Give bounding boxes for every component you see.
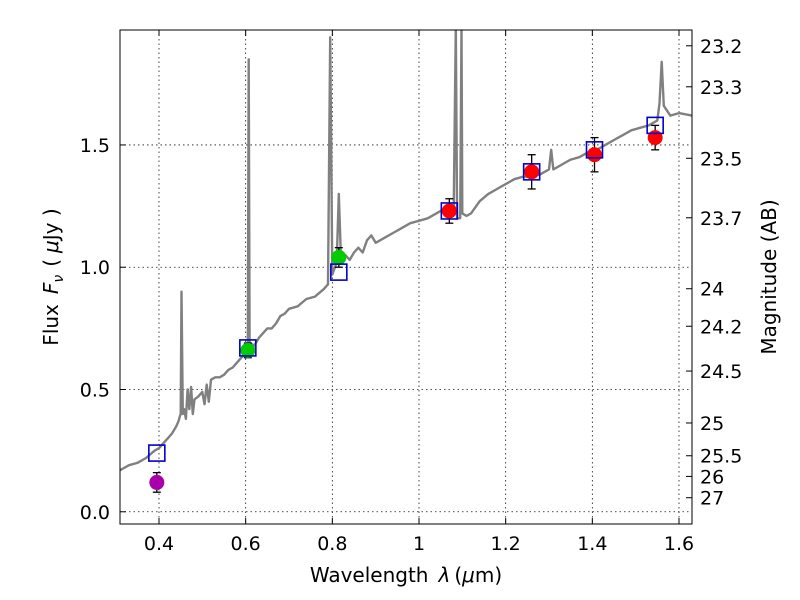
- magnitude-tick-label: 23.3: [700, 77, 742, 99]
- magnitude-tick-label: 25.5: [700, 446, 742, 468]
- model-photometry-layer: [148, 116, 664, 462]
- y-tick-label: 1.5: [80, 135, 110, 157]
- y-tick-label: 0.5: [80, 379, 110, 401]
- magnitude-tick-label: 25: [700, 413, 724, 435]
- x-axis-title: Wavelength λ (μm): [310, 563, 502, 587]
- x-tick-label: 0.6: [231, 533, 261, 555]
- magnitude-tick-label: 24.2: [700, 316, 742, 338]
- y-axis-title: FluxFν(μJy ): [39, 208, 67, 345]
- magnitude-axis-title: Magnitude (AB): [757, 199, 781, 354]
- y-tick-label: 0.0: [80, 502, 110, 524]
- spectrum-layer: [120, 30, 692, 472]
- magnitude-tick-label: 27: [700, 488, 724, 510]
- model-photometry-square: [330, 263, 348, 281]
- magnitude-tick-label: 23.7: [700, 208, 742, 230]
- y-axis-ticks: 0.0 0.5 1.0 1.5: [80, 135, 126, 524]
- x-tick-label: 0.8: [317, 533, 347, 555]
- x-tick-label: 1: [413, 533, 425, 555]
- observed-point: [647, 130, 663, 146]
- model-photometry-square: [522, 163, 541, 181]
- y-tick-label: 1.0: [80, 257, 110, 279]
- model-photometry-square: [239, 339, 257, 357]
- x-tick-label: 1.2: [491, 533, 521, 555]
- observed-points-layer: [149, 130, 663, 490]
- x-tick-label: 1.4: [577, 533, 607, 555]
- observed-point: [240, 342, 256, 358]
- observed-point: [441, 203, 457, 219]
- model-photometry-square: [148, 444, 166, 462]
- plot-frame: [119, 29, 693, 525]
- observed-point: [149, 474, 165, 490]
- observed-point: [331, 249, 347, 265]
- magnitude-tick-label: 23.2: [700, 36, 742, 58]
- observed-point: [587, 147, 602, 163]
- model-photometry-square: [585, 141, 604, 159]
- magnitude-tick-label: 23.5: [700, 148, 742, 170]
- observed-point: [524, 164, 540, 180]
- x-tick-label: 1.6: [664, 533, 694, 555]
- grid: [120, 30, 692, 524]
- x-tick-label: 0.4: [144, 533, 174, 555]
- spectrum-line: [120, 30, 692, 472]
- model-photometry-square: [646, 116, 664, 135]
- magnitude-tick-label: 26: [700, 466, 724, 488]
- errorbar-layer: [152, 124, 660, 493]
- x-axis-ticks: 0.4 0.6 0.8 1 1.2 1.4 1.6: [144, 30, 694, 555]
- magnitude-tick-label: 24.5: [700, 361, 742, 383]
- model-photometry-square: [440, 202, 459, 220]
- magnitude-tick-label: 24: [700, 279, 724, 301]
